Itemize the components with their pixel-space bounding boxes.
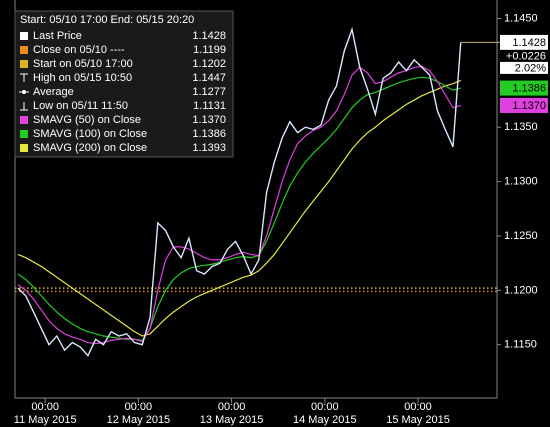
y-tick-label: 1.1450 [504,12,538,24]
badge-box [500,49,548,62]
y-tick-label: 1.1350 [504,121,538,133]
legend-name: SMAVG (200) on Close [33,142,147,154]
legend-value: 1.1447 [192,72,226,84]
x-tick-label: 00:00 [311,401,339,413]
y-tick-label: 1.1250 [504,230,538,242]
legend-swatch [20,116,28,124]
badge-box [500,97,548,113]
legend-icon [22,90,26,94]
x-tick-label: 00:00 [404,401,432,413]
legend-name: Last Price [33,30,82,42]
x-tick-date: 13 May 2015 [200,414,264,426]
legend-value: 1.1131 [193,100,226,112]
badge-label: 1.1428 [512,37,546,49]
legend-swatch [20,60,28,68]
y-tick-label: 1.1300 [504,176,538,188]
legend-value: 1.1202 [192,58,226,70]
legend-name: High on 05/15 10:50 [33,72,132,84]
legend-name: Start on 05/10 17:00 [33,58,133,70]
x-tick-label: 00:00 [31,401,59,413]
legend-swatch [20,32,28,40]
badge-box [500,61,548,74]
legend-range: Start: 05/10 17:00 End: 05/15 20:20 [20,14,194,26]
legend-box [14,10,234,158]
legend-value: 1.1428 [192,30,226,42]
legend-value: 1.1199 [193,44,226,56]
badge-label: +0.0226 [506,50,546,62]
sma-line [17,76,461,342]
legend-name: Close on 05/10 ---- [33,44,125,56]
legend-swatch [20,46,28,54]
x-tick-label: 00:00 [218,401,246,413]
x-tick-date: 15 May 2015 [386,414,450,426]
badge-label: 1.1386 [512,82,546,94]
legend: Start: 05/10 17:00 End: 05/15 20:20 Last… [14,10,234,158]
x-tick-date: 12 May 2015 [107,414,171,426]
badge-box [500,80,548,96]
legend-value: 1.1370 [192,114,226,126]
x-tick-label: 00:00 [125,401,153,413]
legend-value: 1.1277 [192,86,226,98]
legend-swatch [20,144,28,152]
y-tick-label: 1.1150 [504,339,537,351]
legend-name: SMAVG (50) on Close [33,114,141,126]
x-tick-date: 14 May 2015 [293,414,357,426]
plot-area [15,26,497,357]
badge-label: 1.1370 [512,100,546,112]
y-tick-label: 1.1200 [504,284,538,296]
price-line [17,26,462,357]
sma-line [17,79,461,337]
legend-swatch [20,130,28,138]
badge-box [500,34,548,50]
badge-label: 2.02% [515,62,546,74]
legend-value: 1.1386 [192,128,226,140]
sma-line [17,65,461,345]
legend-name: Average [33,86,74,98]
x-tick-date: 11 May 2015 [14,414,77,426]
legend-value: 1.1393 [192,142,226,154]
legend-name: SMAVG (100) on Close [33,128,147,140]
legend-name: Low on 05/11 11:50 [33,100,128,112]
